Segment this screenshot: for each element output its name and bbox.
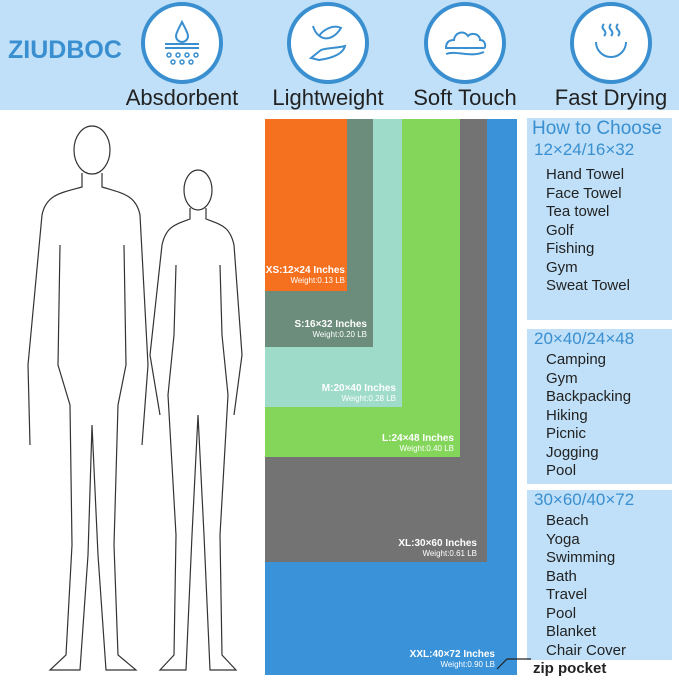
weight-label: Weight:0.61 LB bbox=[422, 549, 477, 558]
weight-label: Weight:0.28 LB bbox=[341, 394, 396, 403]
list-item: Travel bbox=[546, 586, 588, 603]
list-item: Gym bbox=[546, 369, 578, 387]
feature-fast-drying: Fast Drying bbox=[551, 2, 671, 111]
list-item: Hiking bbox=[546, 406, 588, 424]
list-item: Chair Cover bbox=[546, 641, 627, 659]
list-item: Face Towel bbox=[546, 184, 622, 202]
list-item: Yoga bbox=[546, 530, 580, 548]
list-item: Camping bbox=[546, 351, 607, 368]
list-item: Bath bbox=[546, 567, 577, 585]
guide-group-medium: 20×40/24×48 Camping Gym Backpacking Hiki… bbox=[527, 329, 672, 484]
size-label: XL:30×60 Inches bbox=[398, 538, 477, 549]
list-item: Pool bbox=[546, 604, 577, 622]
pointer-arrow-icon bbox=[496, 658, 531, 670]
guide-group-small: How to Choose 12×24/16×32 Hand Towel Fac… bbox=[527, 118, 672, 320]
guide-dims: 12×24/16×32 bbox=[534, 140, 635, 159]
weight-label: Weight:0.13 LB bbox=[290, 276, 345, 285]
brand-logo: ZIUDBOC bbox=[8, 36, 122, 64]
feature-label: Lightweight bbox=[272, 85, 384, 110]
list-item: Backpacking bbox=[546, 388, 632, 405]
list-item: Fishing bbox=[546, 240, 595, 257]
list-item: Swimming bbox=[546, 549, 616, 566]
water-drop-absorb-icon bbox=[141, 2, 223, 84]
list-item: Blanket bbox=[546, 623, 597, 640]
zip-pocket-label: zip pocket bbox=[533, 660, 607, 677]
list-item: Beach bbox=[546, 512, 589, 529]
size-label: M:20×40 Inches bbox=[321, 383, 396, 394]
list-item: Pool bbox=[546, 462, 577, 479]
list-item: Hand Towel bbox=[546, 166, 625, 183]
feature-lightweight: Lightweight bbox=[268, 2, 388, 111]
size-xs: XS:12×24 Inches Weight:0.13 LB bbox=[265, 119, 347, 291]
weight-label: Weight:0.90 LB bbox=[440, 660, 495, 669]
size-label: XS:12×24 Inches bbox=[265, 265, 345, 276]
cloud-icon bbox=[424, 2, 506, 84]
guide-dims: 20×40/24×48 bbox=[534, 329, 635, 348]
guide-group-large: 30×60/40×72 Beach Yoga Swimming Bath Tra… bbox=[527, 490, 672, 660]
size-label: L:24×48 Inches bbox=[382, 433, 454, 444]
steam-icon bbox=[570, 2, 652, 84]
guide-title: How to Choose bbox=[532, 118, 662, 139]
guide-dims: 30×60/40×72 bbox=[534, 490, 635, 509]
list-item: Picnic bbox=[546, 425, 587, 442]
feature-soft-touch: Soft Touch bbox=[405, 2, 525, 111]
human-figures-illustration bbox=[27, 125, 243, 671]
feature-label: Fast Drying bbox=[554, 85, 668, 110]
size-label: XXL:40×72 Inches bbox=[409, 649, 495, 660]
list-item: Gym bbox=[546, 258, 578, 276]
list-item: Jogging bbox=[546, 443, 599, 461]
feature-banner: ZIUDBOC Absdorbent Lightweight Soft Touc… bbox=[0, 0, 679, 110]
feature-label: Soft Touch bbox=[413, 85, 517, 110]
list-item: Tea towel bbox=[546, 203, 610, 220]
feather-hand-icon bbox=[287, 2, 369, 84]
list-item: Golf bbox=[546, 221, 574, 239]
size-label: S:16×32 Inches bbox=[294, 319, 367, 330]
feature-label: Absdorbent bbox=[125, 85, 239, 110]
weight-label: Weight:0.40 LB bbox=[399, 444, 454, 453]
list-item: Sweat Towel bbox=[546, 277, 630, 294]
weight-label: Weight:0.20 LB bbox=[312, 330, 367, 339]
feature-absorbent: Absdorbent bbox=[122, 2, 242, 111]
